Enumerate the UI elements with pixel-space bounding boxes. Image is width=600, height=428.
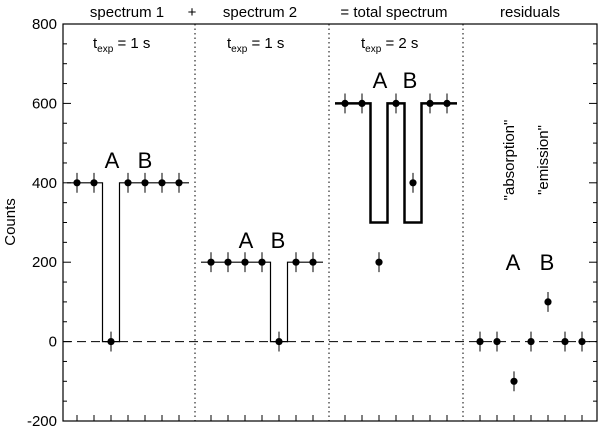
panel-header: +	[188, 4, 197, 21]
data-point	[258, 258, 266, 266]
data-point	[476, 338, 484, 346]
data-point	[73, 179, 81, 187]
plot-border	[62, 23, 598, 422]
y-tick-label: -200	[27, 413, 57, 428]
line-label: B	[138, 148, 153, 173]
line-label: B	[540, 250, 555, 275]
panel-header: = total spectrum	[340, 4, 447, 21]
data-point	[375, 258, 383, 266]
exposure-label: texp = 1 s	[227, 35, 284, 55]
y-axis: -200 0 200 400 600 800	[27, 16, 597, 428]
data-point	[527, 338, 535, 346]
y-tick-label: 400	[32, 175, 57, 192]
line-label: A	[373, 68, 388, 93]
data-point	[175, 179, 183, 187]
data-point	[578, 338, 586, 346]
data-point	[544, 298, 552, 306]
data-point	[341, 99, 349, 107]
line-label: B	[271, 228, 286, 253]
data-point	[275, 338, 283, 346]
data-point	[392, 99, 400, 107]
data-point	[358, 99, 366, 107]
residual-label: "emission"	[535, 125, 552, 195]
model-line	[67, 182, 189, 343]
data-point	[107, 338, 115, 346]
data-point	[409, 179, 417, 187]
y-tick-label: 800	[32, 16, 57, 33]
data-point	[90, 179, 98, 187]
annotations: spectrum 1 + spectrum 2 = total spectrum res…	[90, 4, 560, 275]
panel-header: residuals	[500, 4, 560, 21]
line-label: A	[105, 148, 120, 173]
data-point	[207, 258, 215, 266]
line-label: B	[403, 68, 418, 93]
line-label: A	[239, 228, 254, 253]
data-point	[124, 179, 132, 187]
model-line	[201, 261, 323, 343]
data-point	[292, 258, 300, 266]
y-tick-label: 200	[32, 254, 57, 271]
panel-header: spectrum 2	[223, 4, 297, 21]
plot-frame	[62, 23, 598, 422]
data-point	[426, 99, 434, 107]
residual-label: "absorption"	[501, 120, 518, 201]
data-point	[141, 179, 149, 187]
panel-header: spectrum 1	[90, 4, 164, 21]
data-point	[493, 338, 501, 346]
model-line	[335, 102, 457, 224]
data-point	[561, 338, 569, 346]
exposure-label: texp = 2 s	[361, 35, 418, 55]
exposure-label: texp = 1 s	[93, 35, 150, 55]
data-point	[443, 99, 451, 107]
y-tick-label: 0	[49, 334, 57, 351]
line-label: A	[506, 250, 521, 275]
y-axis-label: Counts	[2, 198, 19, 246]
y-tick-label: 600	[32, 95, 57, 112]
data-point	[241, 258, 249, 266]
panels	[67, 93, 586, 392]
data-point	[224, 258, 232, 266]
data-point	[158, 179, 166, 187]
data-point	[309, 258, 317, 266]
data-point	[510, 377, 518, 385]
